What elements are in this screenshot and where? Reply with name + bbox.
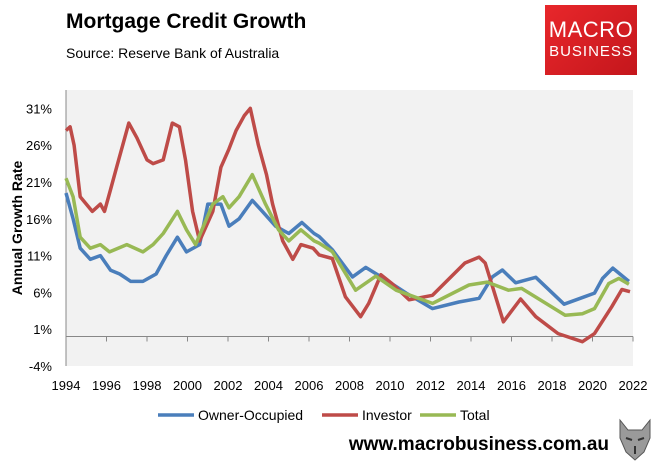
x-tick-label: 1998	[133, 378, 162, 393]
logo-line2: BUSINESS	[549, 43, 633, 60]
x-tick-label: 2010	[376, 378, 405, 393]
y-tick-label: 26%	[26, 138, 52, 153]
x-tick-label: 2000	[173, 378, 202, 393]
legend-label: Owner-Occupied	[198, 407, 303, 423]
wolf-icon	[619, 418, 651, 461]
chart-source: Source: Reserve Bank of Australia	[66, 45, 280, 61]
legend-label: Investor	[362, 407, 412, 423]
y-tick-label: 21%	[26, 175, 52, 190]
x-tick-label: 2016	[497, 378, 526, 393]
x-tick-label: 2008	[335, 378, 364, 393]
x-tick-label: 1996	[92, 378, 121, 393]
y-tick-label: 16%	[26, 212, 52, 227]
x-tick-label: 2012	[416, 378, 445, 393]
x-tick-label: 2004	[254, 378, 283, 393]
chart-title: Mortgage Credit Growth	[66, 10, 307, 33]
y-tick-label: 31%	[26, 101, 52, 116]
footer-url: www.macrobusiness.com.au	[348, 434, 609, 455]
x-tick-label: 2014	[457, 378, 486, 393]
x-tick-label: 2018	[538, 378, 567, 393]
x-tick-label: 2002	[214, 378, 243, 393]
macrobusiness-logo: MACRO BUSINESS	[545, 5, 637, 75]
logo-line1: MACRO	[548, 17, 634, 42]
legend-label: Total	[460, 407, 490, 423]
y-tick-label: 6%	[33, 285, 52, 300]
y-tick-label: 1%	[33, 322, 52, 337]
x-tick-label: 1994	[52, 378, 81, 393]
y-tick-label: 11%	[27, 249, 52, 264]
y-axis-title: Annual Growth Rate	[9, 161, 25, 296]
x-tick-label: 2022	[619, 378, 648, 393]
x-tick-label: 2006	[295, 378, 324, 393]
series-line-owner-occupied	[64, 192, 631, 311]
y-tick-label: -4%	[29, 359, 53, 374]
x-tick-label: 2020	[578, 378, 607, 393]
series-line-investor	[64, 106, 631, 344]
series-line-total	[64, 172, 630, 317]
